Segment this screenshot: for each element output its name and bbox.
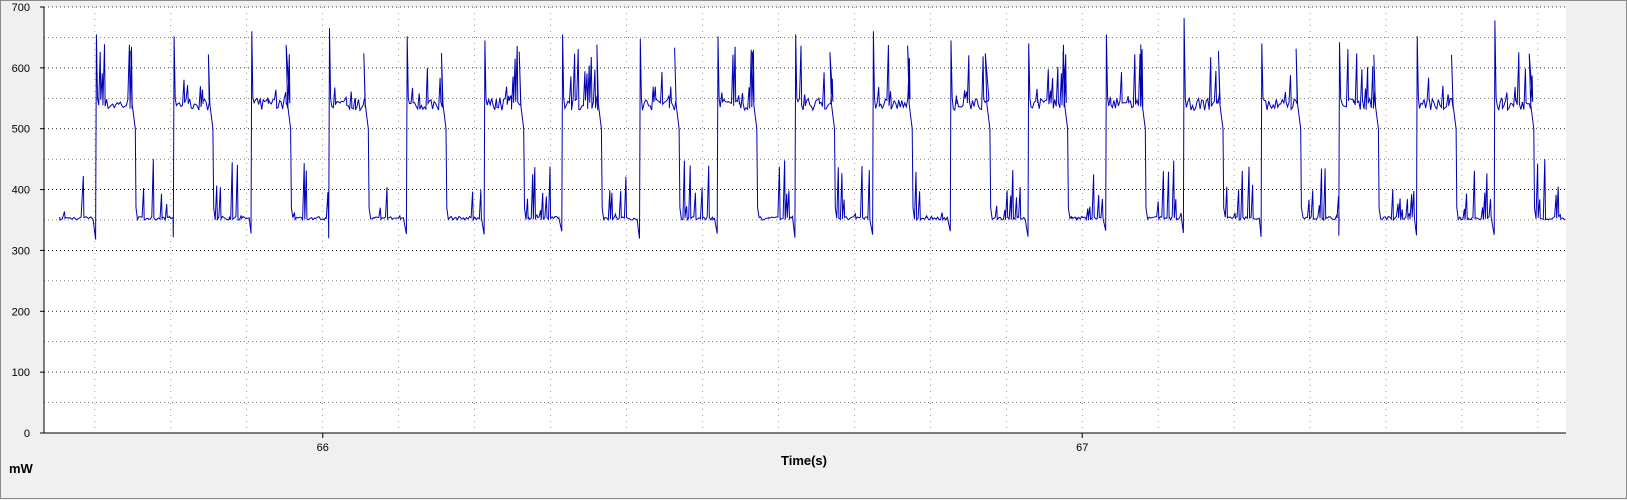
y-axis-ticks: 0 100 200 300 400 500 600 700 (12, 2, 44, 440)
y-tick-label: 300 (12, 245, 30, 257)
axes (43, 7, 1566, 434)
y-tick-label: 600 (12, 63, 30, 75)
y-tick-label: 400 (12, 185, 30, 197)
x-tick-label: 66 (317, 442, 329, 454)
y-tick-label: 100 (12, 367, 30, 379)
y-tick-label: 0 (24, 428, 30, 440)
series-line (59, 17, 1566, 240)
y-tick-label: 200 (12, 306, 30, 318)
y-axis-unit: mW (9, 461, 34, 476)
grid (44, 6, 1566, 433)
x-tick-label: 67 (1076, 442, 1088, 454)
y-tick-label: 500 (12, 124, 30, 136)
x-axis-ticks: 66 67 (317, 433, 1088, 454)
x-axis-title: Time(s) (781, 453, 827, 468)
y-tick-label: 700 (12, 2, 30, 14)
